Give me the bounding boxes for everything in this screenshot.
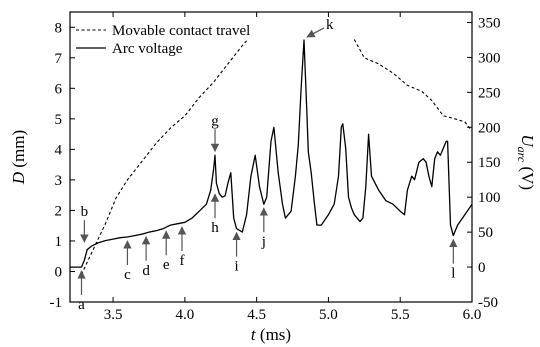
y-left-tick-label: 7 xyxy=(55,51,63,67)
y-left-axis-label: D (mm) xyxy=(9,130,28,185)
y-right-tick-label: 300 xyxy=(478,50,501,66)
annotation-label: l xyxy=(451,266,455,282)
x-tick-label: 5.5 xyxy=(391,307,410,323)
y-left-tick-label: 6 xyxy=(55,81,63,97)
y-left-tick-label: 5 xyxy=(55,112,63,128)
y-left-tick-label: 0 xyxy=(55,264,63,280)
y-left-tick-label: 1 xyxy=(55,234,63,250)
y-left-tick-label: 3 xyxy=(55,173,63,189)
annotation-label: b xyxy=(81,204,89,220)
annotation-label: f xyxy=(179,253,184,269)
y-right-tick-label: 350 xyxy=(478,15,501,31)
x-tick-label: 3.5 xyxy=(104,307,123,323)
y-left-tick-label: 8 xyxy=(55,20,63,36)
y-right-axis-label: Uarc (V) xyxy=(515,134,537,190)
y-right-tick-label: 100 xyxy=(478,190,501,206)
annotation-label: g xyxy=(211,113,219,129)
y-right-tick-label: 150 xyxy=(478,155,501,171)
y-left-tick-label: 2 xyxy=(55,203,63,219)
annotation-label: i xyxy=(234,259,238,275)
x-tick-label: 6.0 xyxy=(463,307,482,323)
annotation-label: j xyxy=(261,234,266,250)
x-tick-label: 4.0 xyxy=(175,307,194,323)
annotation-arrow xyxy=(306,27,325,38)
legend-label: Movable contact travel xyxy=(112,23,250,39)
plot-frame xyxy=(69,11,473,303)
chart-annotations: a b c d e f g h i j k l xyxy=(77,17,458,313)
annotation-label: c xyxy=(124,267,131,283)
x-axis-label: t (ms) xyxy=(251,325,291,344)
series-line-arc-voltage xyxy=(70,39,473,268)
y-left-tick-label: -1 xyxy=(50,295,63,311)
chart-legend: Movable contact travel Arc voltage xyxy=(76,23,250,57)
x-tick-label: 5.0 xyxy=(319,307,338,323)
y-right-tick-label: 250 xyxy=(478,85,501,101)
legend-label: Arc voltage xyxy=(112,41,183,57)
y-right-tick-label: 50 xyxy=(478,225,493,241)
y-right-tick-label: 200 xyxy=(478,120,501,136)
series-line-contact-travel xyxy=(81,39,473,275)
annotation-label: k xyxy=(326,17,334,33)
annotation-label: a xyxy=(78,297,85,313)
y-left-tick-label: 4 xyxy=(55,142,63,158)
y-right-tick-label: -50 xyxy=(478,295,498,311)
annotation-label: h xyxy=(211,220,219,236)
annotation-label: e xyxy=(163,257,170,273)
y-right-tick-label: 0 xyxy=(478,260,486,276)
x-tick-label: 4.5 xyxy=(247,307,266,323)
annotation-label: d xyxy=(142,263,150,279)
